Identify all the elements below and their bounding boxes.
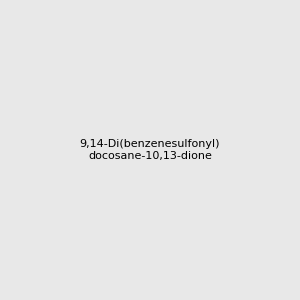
Text: 9,14-Di(benzenesulfonyl)
docosane-10,13-dione: 9,14-Di(benzenesulfonyl) docosane-10,13-… xyxy=(80,139,220,161)
